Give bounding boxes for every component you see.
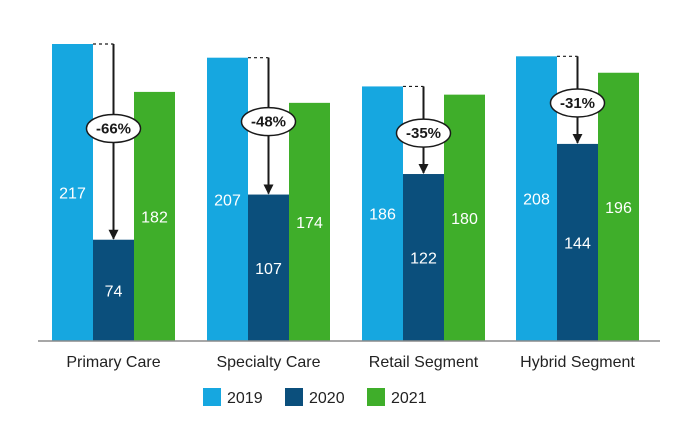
data-label-retail-segment-2020: 122 xyxy=(410,251,437,268)
legend-label-2019: 2019 xyxy=(227,390,263,407)
legend-label-2020: 2020 xyxy=(309,390,345,407)
change-badge-hybrid-segment xyxy=(549,88,606,118)
category-label-specialty-care: Specialty Care xyxy=(216,354,320,371)
legend-swatch-2021 xyxy=(367,388,385,406)
legend: 2019 2020 2021 xyxy=(203,388,427,407)
category-label-hybrid-segment: Hybrid Segment xyxy=(520,354,635,371)
legend-swatch-2020 xyxy=(285,388,303,406)
data-label-primary-care-2021: 182 xyxy=(141,209,168,226)
data-label-retail-segment-2021: 180 xyxy=(451,211,478,228)
category-label-primary-care: Primary Care xyxy=(66,354,160,371)
change-label-hybrid-segment: -31% xyxy=(560,95,595,112)
legend-swatch-2019 xyxy=(203,388,221,406)
change-label-retail-segment: -35% xyxy=(406,125,441,142)
bar-primary-care-2019 xyxy=(52,44,93,341)
bar-hybrid-segment-2020 xyxy=(557,143,598,341)
change-label-specialty-care: -48% xyxy=(251,114,286,131)
data-label-hybrid-segment-2021: 196 xyxy=(605,200,632,217)
category-label-retail-segment: Retail Segment xyxy=(369,354,479,371)
bar-hybrid-segment-2021 xyxy=(598,72,639,341)
data-label-specialty-care-2020: 107 xyxy=(255,261,282,278)
bars-group: 217 74 182 207 107 174 186 122 180 208 144 196 xyxy=(52,44,639,342)
annotations-group: -66% -48% -35% -31% xyxy=(85,43,606,240)
change-badge-primary-care xyxy=(85,113,142,144)
bar-specialty-care-2020 xyxy=(248,194,289,341)
change-label-primary-care: -66% xyxy=(96,121,131,138)
data-label-hybrid-segment-2019: 208 xyxy=(523,192,550,209)
legend-label-2021: 2021 xyxy=(391,390,427,407)
change-badge-retail-segment xyxy=(395,118,452,148)
bar-primary-care-2021 xyxy=(134,91,175,341)
data-label-primary-care-2020: 74 xyxy=(105,283,123,300)
data-label-hybrid-segment-2020: 144 xyxy=(564,235,591,252)
category-labels: Primary Care Specialty Care Retail Segment… xyxy=(66,354,635,371)
bar-specialty-care-2019 xyxy=(207,57,248,341)
data-label-retail-segment-2019: 186 xyxy=(369,207,396,224)
bar-retail-segment-2019 xyxy=(362,86,403,341)
bar-retail-segment-2020 xyxy=(403,174,444,341)
change-badge-specialty-care xyxy=(240,106,297,137)
data-label-specialty-care-2019: 207 xyxy=(214,192,241,209)
bar-specialty-care-2021 xyxy=(289,102,330,341)
data-label-primary-care-2019: 217 xyxy=(59,186,86,203)
data-label-specialty-care-2021: 174 xyxy=(296,215,323,232)
bar-primary-care-2020 xyxy=(93,239,134,341)
